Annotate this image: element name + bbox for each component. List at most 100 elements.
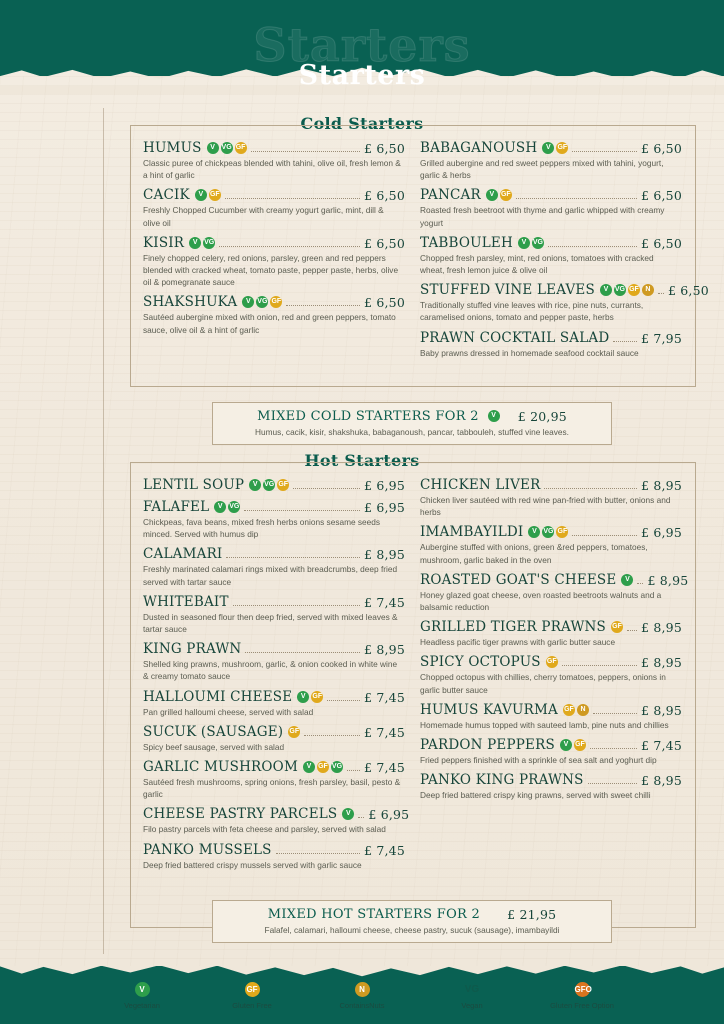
menu-item-name: TABBOULEH — [420, 234, 513, 251]
item-badges: V GF — [542, 142, 569, 154]
menu-item-line: GRILLED TIGER PRAWNS GF £ 8,95 — [420, 619, 682, 635]
menu-item-name: ROASTED GOAT'S CHEESE — [420, 571, 617, 588]
menu-item-description: Deep fried battered crispy king prawns, … — [420, 790, 651, 801]
menu-item-description: Chopped octopus with chillies, cherry to… — [420, 672, 666, 695]
menu-item-price: £ 6,50 — [641, 235, 682, 251]
leader-dots — [547, 245, 638, 247]
leader-dots — [572, 151, 638, 152]
menu-item: CALAMARI £ 8,95 Freshly marinated calamari… — [143, 546, 405, 587]
mixed-cold-badges: V — [487, 409, 500, 422]
item-badges: V VG GF — [206, 142, 247, 154]
menu-item-name: STUFFED VINE LEAVES — [420, 282, 595, 299]
menu-item-line: CALAMARI £ 8,95 — [143, 546, 405, 562]
item-badges: V — [621, 573, 634, 586]
badge-gf-icon: GF — [627, 284, 640, 297]
menu-item-name: PRAWN COCKTAIL SALAD — [420, 329, 610, 346]
menu-item-price: £ 7,95 — [641, 330, 682, 346]
allergen-legend: V Vegetarian GF Gluten Free N ContainsNuts VG V… — [0, 982, 724, 1010]
menu-item-description: Sautéed aubergine mixed with onion, red … — [143, 312, 396, 335]
leader-dots — [592, 712, 638, 714]
menu-item-description: Grilled aubergine and red sweet peppers … — [420, 158, 664, 181]
mixed-hot-title-row: MIXED HOT STARTERS FOR 2 £ 21,95 — [223, 907, 601, 922]
leader-dots — [224, 198, 361, 200]
leader-dots — [346, 770, 361, 772]
menu-item-name: CACIK — [143, 187, 190, 204]
menu-item-price: £ 8,95 — [364, 547, 405, 563]
menu-item: IMAMBAYILDI V VG GF £ 6,95 Aubergine stuffed … — [420, 524, 682, 565]
badge-vg-icon: VG — [263, 479, 276, 491]
badge-v-icon: V — [189, 236, 202, 249]
leader-dots — [589, 748, 638, 750]
menu-item-line: HUMUS KAVURMA GF N £ 8,95 — [420, 702, 682, 718]
menu-item-line: STUFFED VINE LEAVES V VG GF N £ 6,50 — [420, 282, 709, 299]
leader-dots — [293, 488, 361, 489]
badge-gf-icon: GF — [611, 621, 623, 634]
section-heading-cold: Cold Starters — [300, 114, 424, 133]
menu-item-name: CHEESE PASTRY PARCELS — [143, 806, 338, 823]
menu-item: WHITEBAIT £ 7,45 Dusted in seasoned flour … — [143, 594, 405, 635]
menu-item-line: HALLOUMI CHEESE V GF £ 7,45 — [143, 689, 405, 705]
menu-item: CHICKEN LIVER £ 8,95 Chicken liver sautéed… — [420, 477, 682, 518]
menu-item-description: Deep fried battered crispy mussels serve… — [143, 859, 362, 870]
badge-gf-icon: GF — [288, 725, 301, 738]
legend-label: Vegetarian — [124, 1001, 160, 1010]
page-title: Starters — [298, 60, 426, 91]
menu-item-description: Shelled king prawns, mushroom, garlic, &… — [143, 659, 398, 682]
menu-item-description: Spicy beef sausage, served with salad — [143, 741, 285, 752]
leader-dots — [244, 510, 361, 511]
badge-n-icon: N — [354, 982, 370, 997]
menu-item-name: KISIR — [143, 234, 185, 251]
menu-item-line: PANKO KING PRAWNS £ 8,95 — [420, 772, 682, 788]
menu-item-name: SUCUK (SAUSAGE) — [143, 723, 284, 740]
item-badges: V GF — [297, 690, 324, 703]
menu-item-line: CHEESE PASTRY PARCELS V £ 6,95 — [143, 806, 409, 823]
menu-item-description: Classic puree of chickpeas blended with … — [143, 158, 401, 181]
menu-item-name: LENTIL SOUP — [143, 477, 245, 493]
mixed-cold-title: MIXED COLD STARTERS FOR 2 — [257, 409, 479, 424]
badge-v-icon: V — [302, 761, 315, 774]
mixed-cold-price: £ 20,95 — [517, 409, 567, 424]
badge-v-icon: V — [542, 142, 555, 154]
menu-item-price: £ 6,50 — [667, 283, 709, 299]
menu-item-name: PANKO KING PRAWNS — [420, 772, 584, 789]
mixed-cold-starters-box: MIXED COLD STARTERS FOR 2 V £ 20,95 Humu… — [212, 402, 612, 445]
menu-item-description: Finely chopped celery, red onions, parsl… — [143, 252, 399, 288]
item-badges: V VG — [189, 236, 216, 249]
menu-item: BABAGANOUSH V GF £ 6,50 Grilled aubergine an… — [420, 140, 682, 181]
menu-item: PARDON PEPPERS V GF £ 7,45 Fried peppers fin… — [420, 737, 682, 766]
menu-item-price: £ 7,45 — [364, 724, 405, 740]
leader-dots — [637, 582, 644, 584]
menu-item: SHAKSHUKA V VG GF £ 6,50 Sautéed aubergine mi… — [143, 294, 405, 335]
menu-item-line: PANCAR V GF £ 6,50 — [420, 187, 682, 203]
menu-item-description: Freshly marinated calamari rings mixed w… — [143, 564, 398, 587]
badge-v-icon: V — [206, 142, 219, 154]
menu-item-price: £ 6,50 — [364, 188, 405, 204]
item-badges: V GF — [559, 739, 586, 752]
menu-item-name: CALAMARI — [143, 546, 223, 563]
mixed-hot-starters-box: MIXED HOT STARTERS FOR 2 £ 21,95 Falafel… — [212, 900, 612, 943]
menu-item: LENTIL SOUP V VG GF £ 6,95 — [143, 477, 405, 493]
menu-item: HALLOUMI CHEESE V GF £ 7,45 Pan grilled hall… — [143, 689, 405, 718]
leader-dots — [327, 699, 361, 701]
menu-item-description: Fried peppers finished with a sprinkle o… — [420, 755, 657, 766]
menu-item-description: Pan grilled halloumi cheese, served with… — [143, 706, 314, 717]
badge-vg-icon: VG — [228, 501, 241, 513]
menu-item: KING PRAWN £ 8,95 Shelled king prawns, mus… — [143, 641, 405, 682]
menu-item-price: £ 6,95 — [364, 500, 405, 515]
item-badges: GF — [611, 621, 623, 634]
badge-v-icon: V — [134, 982, 150, 997]
item-badges: GF — [288, 725, 301, 738]
menu-item-name: HUMUS — [143, 140, 202, 156]
item-badges: V VG GF — [249, 479, 290, 491]
menu-item: CHEESE PASTRY PARCELS V £ 6,95 Filo pastry … — [143, 806, 409, 835]
mixed-cold-desc: Humus, cacik, kisir, shakshuka, babagano… — [255, 427, 569, 437]
hot-starters-right-column: CHICKEN LIVER £ 8,95 Chicken liver sautéed… — [420, 477, 688, 807]
menu-item: PRAWN COCKTAIL SALAD £ 7,95 Baby prawns dr… — [420, 330, 682, 359]
item-badges: V VG — [517, 236, 544, 249]
legend-label: Gluten Free — [232, 1001, 272, 1010]
badge-gf-icon: GF — [573, 739, 586, 752]
badge-v-icon: V — [214, 501, 227, 513]
menu-item-name: SHAKSHUKA — [143, 294, 238, 311]
menu-item-line: HUMUS V VG GF £ 6,50 — [143, 140, 405, 156]
mixed-cold-title-row: MIXED COLD STARTERS FOR 2 V £ 20,95 — [223, 409, 601, 424]
